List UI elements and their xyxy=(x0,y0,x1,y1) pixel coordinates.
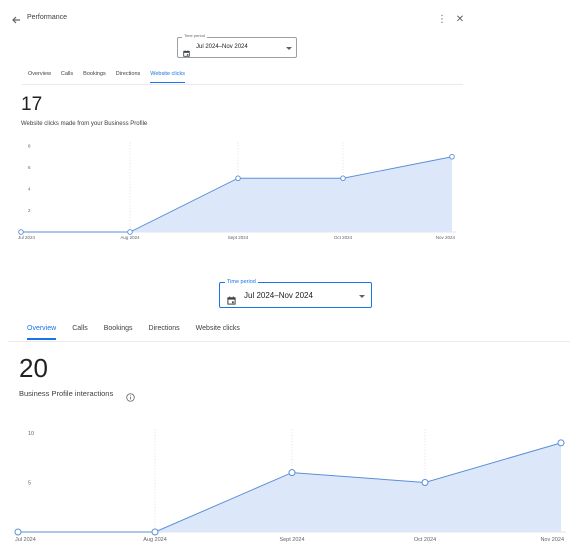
data-point xyxy=(151,528,159,536)
more-vert-icon[interactable]: ⋮ xyxy=(437,14,447,25)
x-tick-label: Oct 2024 xyxy=(334,235,353,240)
info-icon[interactable] xyxy=(126,389,135,402)
tab-website-clicks[interactable]: Website clicks xyxy=(195,325,240,332)
website-clicks-chart: 8 6 4 2 Jul 2024 Aug 2024 Sept 2024 Oct 2024 Nov… xyxy=(18,142,456,240)
metric-value: 20 xyxy=(19,353,48,383)
tab-directions[interactable]: Directions xyxy=(115,71,141,77)
arrow-drop-down-icon xyxy=(359,295,365,298)
calendar-icon xyxy=(183,44,190,57)
tab-overview[interactable]: Overview xyxy=(28,71,51,77)
time-period-select[interactable]: Time period Jul 2024–Nov 2024 xyxy=(219,279,372,308)
y-tick-label: 2 xyxy=(28,208,31,213)
time-period-label: Time period xyxy=(182,33,207,38)
tab-divider xyxy=(22,84,463,85)
calendar-icon xyxy=(227,292,236,305)
data-point xyxy=(235,175,241,182)
tab-bar: Overview Calls Bookings Directions Websi… xyxy=(27,325,240,340)
tab-bookings[interactable]: Bookings xyxy=(83,71,106,77)
data-point xyxy=(14,528,22,536)
x-tick-label: Sept 2024 xyxy=(228,235,249,240)
arrow-drop-down-icon xyxy=(286,47,292,50)
x-tick-label: Nov 2024 xyxy=(436,235,456,240)
metric-label: Website clicks made from your Business P… xyxy=(21,121,148,127)
y-tick-label: 4 xyxy=(28,187,31,192)
data-point xyxy=(421,479,429,486)
time-period-label: Time period xyxy=(225,279,258,285)
time-period-value: Jul 2024–Nov 2024 xyxy=(196,44,248,50)
x-tick-label: Jul 2024 xyxy=(18,235,36,240)
x-tick-label: Aug 2024 xyxy=(120,235,140,240)
tab-bookings[interactable]: Bookings xyxy=(103,325,133,332)
y-tick-label: 6 xyxy=(28,165,31,170)
data-point xyxy=(340,175,346,182)
metric-label: Business Profile interactions xyxy=(19,389,114,398)
tab-divider xyxy=(8,341,570,342)
interactions-chart: 10 5 Jul 2024 Aug 2024 Sept 2024 Oct 2024 Nov … xyxy=(14,429,566,543)
y-tick-label: 8 xyxy=(28,144,31,149)
series-area xyxy=(21,156,452,232)
data-point xyxy=(557,439,565,447)
data-point xyxy=(449,153,455,160)
back-arrow-icon[interactable] xyxy=(9,13,23,27)
time-period-value: Jul 2024–Nov 2024 xyxy=(244,291,313,300)
close-icon[interactable]: ✕ xyxy=(455,14,465,25)
y-tick-label: 5 xyxy=(28,480,31,486)
tab-calls[interactable]: Calls xyxy=(72,325,88,332)
x-tick-label: Oct 2024 xyxy=(414,537,436,543)
data-point xyxy=(18,229,24,235)
metric-value: 17 xyxy=(21,94,43,115)
page-title: Performance xyxy=(27,14,68,21)
time-period-select[interactable]: Time period Jul 2024–Nov 2024 xyxy=(177,33,297,58)
x-tick-label: Aug 2024 xyxy=(143,537,167,543)
series-area xyxy=(18,442,561,532)
tab-bar: Overview Calls Bookings Directions Websi… xyxy=(28,71,185,83)
x-tick-label: Nov 2024 xyxy=(540,537,564,543)
tab-website-clicks[interactable]: Website clicks xyxy=(150,71,185,83)
tab-overview[interactable]: Overview xyxy=(27,325,57,340)
tab-calls[interactable]: Calls xyxy=(60,71,74,77)
x-tick-label: Jul 2024 xyxy=(15,537,36,543)
x-tick-label: Sept 2024 xyxy=(279,537,304,543)
y-tick-label: 10 xyxy=(28,431,34,437)
tab-directions[interactable]: Directions xyxy=(148,325,180,332)
data-point xyxy=(127,229,133,235)
data-point xyxy=(288,469,296,477)
